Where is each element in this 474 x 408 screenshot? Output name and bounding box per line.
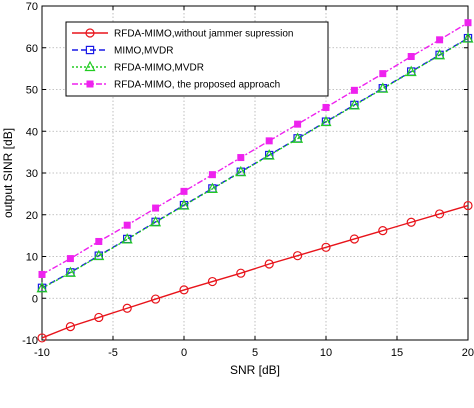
legend: RFDA-MIMO,without jammer supression MIMO,… (65, 21, 329, 97)
data-point (151, 294, 161, 304)
series-line (41, 204, 469, 339)
data-point (464, 19, 472, 27)
legend-item: RFDA-MIMO,without jammer supression (72, 28, 293, 40)
y-tick-label: 70 (26, 1, 38, 13)
data-point (123, 221, 131, 229)
y-tick-label: 60 (26, 43, 38, 55)
legend-box (65, 21, 329, 97)
y-tick-label: 20 (26, 210, 38, 222)
data-point (462, 32, 474, 43)
series-group (36, 19, 474, 343)
y-tick-label: 40 (26, 126, 38, 138)
x-tick-label: 5 (252, 347, 258, 359)
series-3 (36, 32, 474, 293)
data-point (436, 36, 444, 44)
legend-label: RFDA-MIMO, the proposed approach (114, 80, 280, 91)
data-point (292, 132, 304, 143)
data-point (349, 234, 359, 244)
legend-item: RFDA-MIMO,MVDR (72, 60, 204, 74)
legend-item: RFDA-MIMO, the proposed approach (72, 80, 280, 91)
data-point (237, 154, 245, 162)
data-point (407, 53, 415, 61)
data-point (463, 200, 473, 211)
legend-label: RFDA-MIMO,MVDR (114, 63, 204, 74)
data-point (206, 182, 218, 193)
y-axis-ticks: -10 0 10 20 30 40 50 60 70 (22, 1, 468, 347)
data-point (350, 86, 358, 94)
data-point (150, 215, 162, 227)
series-4 (38, 19, 472, 278)
legend-marker (86, 80, 94, 88)
x-tick-label: -10 (34, 347, 50, 359)
y-axis-label: output SINR [dB] (1, 128, 15, 218)
data-point (294, 120, 302, 128)
x-tick-label: 10 (320, 347, 332, 359)
data-point (178, 199, 190, 210)
data-point (122, 303, 132, 313)
data-point (405, 65, 417, 77)
data-point (208, 171, 216, 179)
x-tick-label: -5 (108, 347, 118, 359)
data-point (322, 103, 330, 111)
legend-label: RFDA-MIMO,without jammer supression (114, 29, 293, 40)
x-axis-ticks: -10 -5 0 5 10 15 20 (34, 6, 474, 359)
data-point (264, 259, 274, 269)
data-point (121, 233, 133, 244)
y-tick-label: 50 (26, 85, 38, 97)
y-tick-label: -10 (22, 335, 38, 347)
data-point (179, 285, 189, 295)
data-point (93, 249, 105, 261)
x-tick-label: 15 (391, 347, 403, 359)
data-point (66, 255, 74, 263)
data-point (265, 137, 273, 145)
data-point (94, 312, 104, 323)
y-tick-label: 30 (26, 168, 38, 180)
data-point (435, 209, 445, 219)
series-line (41, 22, 469, 276)
x-axis-label: SNR [dB] (230, 363, 280, 377)
legend-marker (85, 45, 95, 55)
series-1 (37, 200, 473, 343)
legend-label: MIMO,MVDR (114, 46, 173, 57)
y-tick-label: 0 (32, 293, 38, 305)
series-line (41, 37, 469, 289)
data-point (320, 115, 332, 127)
data-point (379, 70, 387, 78)
data-point (207, 276, 217, 287)
data-point (180, 187, 188, 195)
data-point (434, 48, 446, 60)
data-point (236, 268, 246, 278)
data-point (64, 266, 76, 277)
legend-item: MIMO,MVDR (72, 46, 173, 57)
data-point (65, 322, 76, 332)
data-point (321, 242, 331, 252)
legend-marker (84, 60, 96, 72)
data-point (152, 204, 160, 212)
data-point (36, 281, 48, 293)
data-point (348, 99, 360, 110)
data-point (95, 237, 103, 245)
legend-marker (85, 28, 95, 38)
y-tick-label: 10 (26, 252, 38, 264)
data-point (293, 251, 303, 261)
data-point (38, 270, 46, 278)
data-point (377, 82, 389, 93)
data-point (235, 165, 247, 177)
data-point (406, 217, 416, 227)
data-point (263, 149, 275, 160)
data-point (37, 333, 47, 343)
x-tick-label: 0 (181, 347, 187, 359)
data-point (378, 226, 388, 236)
x-tick-label: 20 (462, 347, 474, 359)
